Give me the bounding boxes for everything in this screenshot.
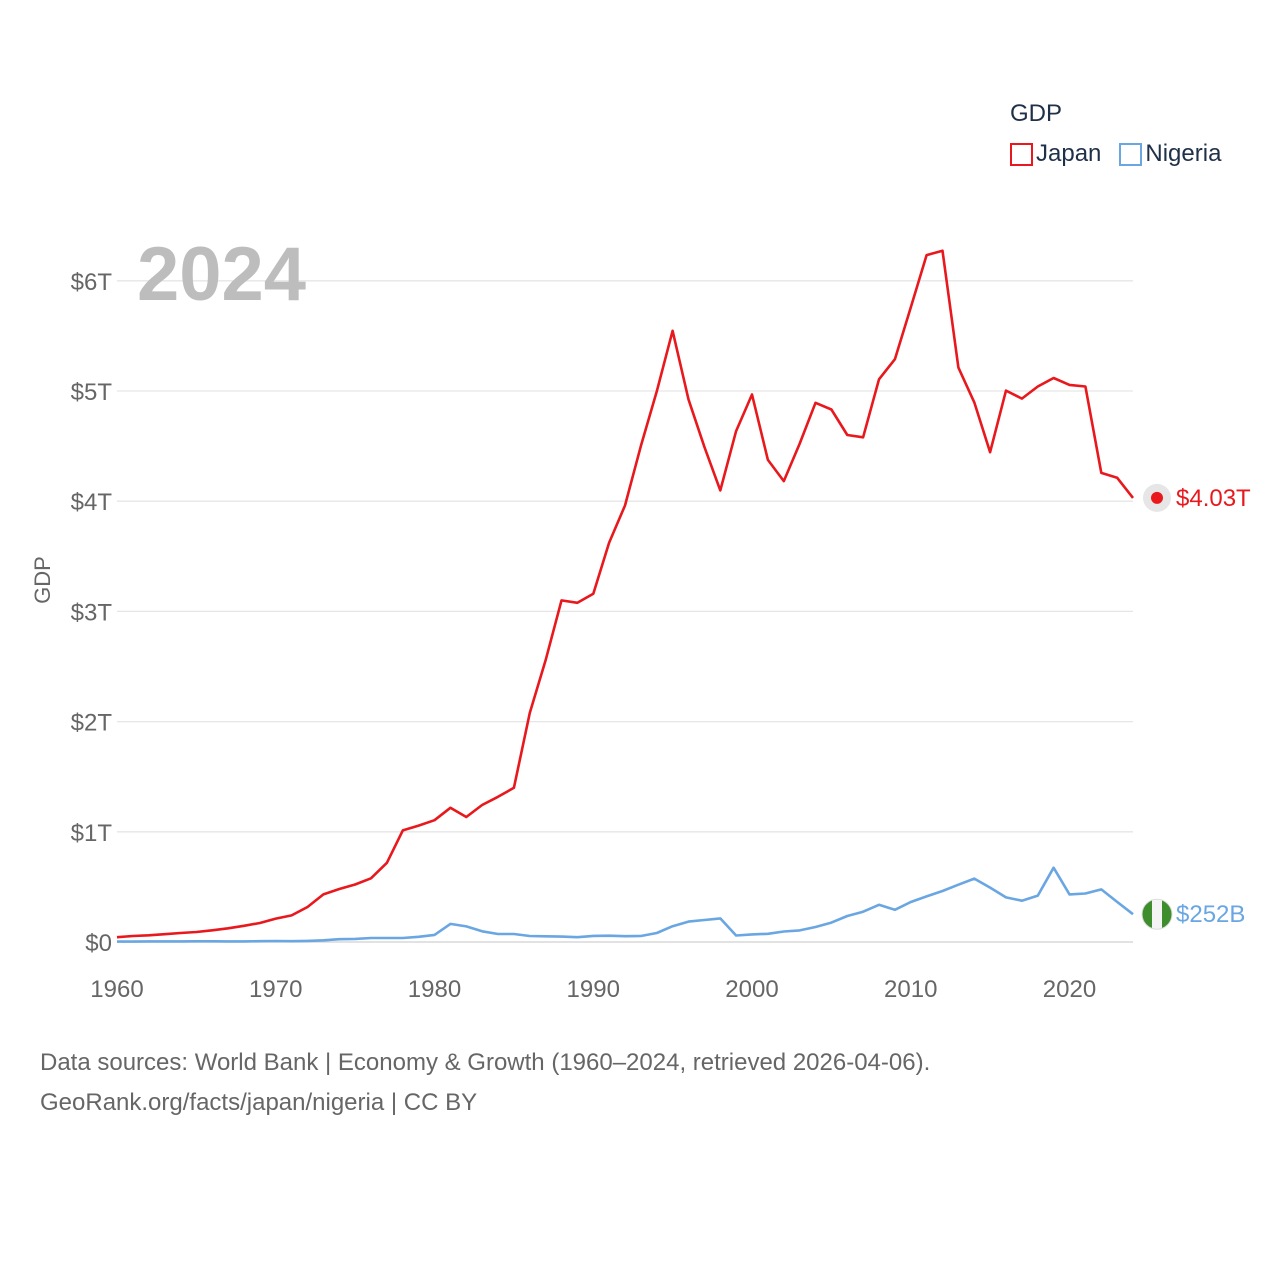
series-line-nigeria	[117, 866, 1134, 943]
flag-stripe-right	[1162, 899, 1172, 930]
legend-label-nigeria: Nigeria	[1145, 140, 1222, 167]
x-tick-label-1: 1970	[249, 976, 302, 1003]
series-line-japan	[116, 249, 1135, 939]
end-marker-dot-japan	[1151, 491, 1163, 504]
y-tick-label-6: $6T	[71, 269, 113, 296]
y-axis-title: GDP	[30, 556, 55, 604]
legend-swatch-nigeria	[1119, 142, 1143, 166]
gridlines	[117, 280, 1133, 943]
x-tick-label-5: 2010	[884, 976, 937, 1003]
x-axis-ticks: 1960 1970 1980 1990 2000 2010 2020	[90, 976, 1096, 1003]
y-tick-label-1: $1T	[71, 820, 113, 847]
footer-sources: Data sources: World Bank | Economy & Gro…	[40, 1049, 931, 1076]
footer: Data sources: World Bank | Economy & Gro…	[40, 1043, 930, 1123]
y-tick-label-2: $2T	[71, 710, 113, 737]
legend-title: GDP	[1010, 100, 1063, 127]
end-value-label-japan: $4.03T	[1176, 485, 1251, 512]
legend: GDP Japan Nigeria	[1010, 100, 1221, 168]
end-value-label-nigeria: $252B	[1176, 901, 1245, 928]
nigeria-flag-icon	[1141, 898, 1173, 930]
legend-swatch-japan	[1010, 142, 1033, 166]
x-tick-label-3: 1990	[567, 976, 620, 1003]
flag-stripe-left	[1142, 899, 1152, 930]
y-tick-label-5: $5T	[71, 379, 113, 406]
y-tick-label-4: $4T	[71, 489, 113, 516]
x-tick-label-6: 2020	[1043, 976, 1096, 1003]
y-tick-label-0: $0	[85, 930, 112, 957]
legend-label-japan: Japan	[1036, 140, 1102, 167]
legend-item-nigeria[interactable]: Nigeria	[1119, 140, 1221, 168]
y-tick-label-3: $3T	[71, 599, 113, 626]
end-markers: $4.03T $252B	[1141, 483, 1251, 930]
flag-stripe-middle	[1152, 899, 1162, 930]
x-tick-label-4: 2000	[725, 976, 778, 1003]
series-lines	[116, 249, 1135, 943]
y-axis-ticks: $0 $1T $2T $3T $4T $5T $6T	[71, 269, 113, 957]
x-tick-label-0: 1960	[90, 976, 143, 1003]
year-label: 2024	[137, 232, 306, 317]
x-tick-label-2: 1980	[408, 976, 461, 1003]
footer-credit[interactable]: GeoRank.org/facts/japan/nigeria | CC BY	[40, 1089, 478, 1116]
legend-item-japan[interactable]: Japan	[1010, 140, 1101, 168]
